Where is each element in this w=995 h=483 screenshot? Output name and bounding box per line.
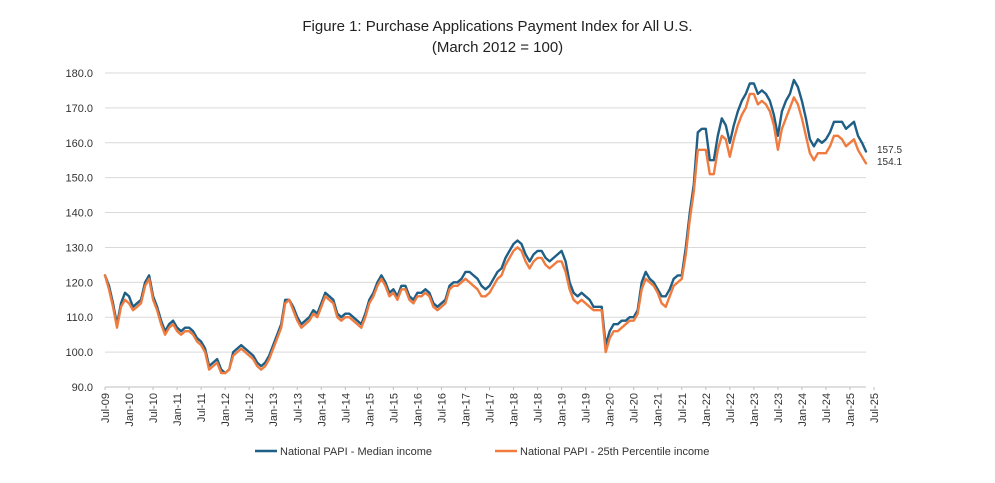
x-tick-label: Jul-18 xyxy=(533,393,545,423)
x-tick-label: Jul-25 xyxy=(869,393,881,423)
x-tick-label: Jul-19 xyxy=(581,393,593,423)
x-tick-label: Jul-09 xyxy=(100,393,112,423)
x-tick-label: Jul-11 xyxy=(196,393,208,422)
x-tick-label: Jan-11 xyxy=(172,393,184,426)
y-tick-label: 140.0 xyxy=(65,208,93,220)
y-tick-label: 180.0 xyxy=(65,68,93,80)
chart-title: Figure 1: Purchase Applications Payment … xyxy=(302,18,693,35)
x-tick-label: Jul-21 xyxy=(677,393,689,423)
x-tick-label: Jul-13 xyxy=(292,393,304,423)
x-tick-label: Jan-19 xyxy=(557,393,569,427)
legend-label: National PAPI - Median income xyxy=(280,446,432,458)
x-tick-label: Jan-12 xyxy=(220,393,232,427)
x-tick-label: Jan-21 xyxy=(653,393,665,427)
x-tick-label: Jan-20 xyxy=(605,393,617,427)
y-tick-label: 170.0 xyxy=(65,103,93,115)
x-tick-label: Jan-15 xyxy=(364,393,376,427)
x-tick-label: Jul-10 xyxy=(148,393,160,423)
x-tick-label: Jul-12 xyxy=(244,393,256,423)
x-tick-label: Jul-22 xyxy=(725,393,737,423)
y-tick-label: 130.0 xyxy=(65,242,93,254)
x-tick-label: Jan-23 xyxy=(749,393,761,427)
chart-subtitle: (March 2012 = 100) xyxy=(431,39,564,56)
x-tick-label: Jan-17 xyxy=(460,393,472,427)
x-tick-label: Jul-23 xyxy=(773,393,785,423)
x-tick-label: Jan-10 xyxy=(124,393,136,427)
series-line-1 xyxy=(103,78,868,375)
y-tick-label: 150.0 xyxy=(65,173,93,185)
x-tick-label: Jan-16 xyxy=(412,393,424,427)
x-tick-label: Jan-14 xyxy=(316,393,328,427)
x-tick-label: Jan-18 xyxy=(509,393,521,427)
y-tick-label: 160.0 xyxy=(65,138,93,150)
y-tick-label: 90.0 xyxy=(72,382,93,394)
x-tick-label: Jan-13 xyxy=(268,393,280,427)
x-tick-label: Jan-25 xyxy=(845,393,857,427)
y-tick-label: 100.0 xyxy=(65,347,93,359)
x-tick-label: Jan-24 xyxy=(797,393,809,427)
x-tick-label: Jan-22 xyxy=(701,393,713,427)
end-value-label: 157.5 xyxy=(877,145,902,156)
x-tick-label: Jul-20 xyxy=(629,393,641,423)
legend-label: National PAPI - 25th Percentile income xyxy=(520,446,709,458)
x-tick-label: Jul-16 xyxy=(436,393,448,423)
x-tick-label: Jul-15 xyxy=(388,393,400,423)
x-tick-label: Jul-17 xyxy=(485,393,497,423)
end-value-label: 154.1 xyxy=(877,157,902,168)
y-tick-label: 120.0 xyxy=(65,277,93,289)
x-tick-label: Jul-24 xyxy=(821,393,833,423)
x-tick-label: Jul-14 xyxy=(340,393,352,423)
y-tick-label: 110.0 xyxy=(66,312,93,324)
series-line-2 xyxy=(103,92,868,375)
